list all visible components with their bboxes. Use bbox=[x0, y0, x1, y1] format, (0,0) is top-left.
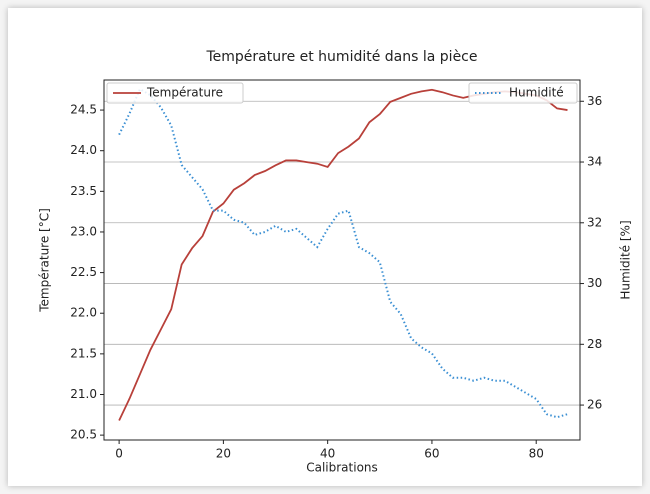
y2-tick-label: 34 bbox=[587, 155, 602, 169]
x-tick-label: 0 bbox=[115, 447, 123, 461]
y-tick-label: 24.5 bbox=[70, 103, 97, 117]
y-tick-label: 23.5 bbox=[70, 184, 97, 198]
y-tick-label: 21.5 bbox=[70, 346, 97, 360]
legend-box bbox=[106, 82, 244, 104]
y-tick-label: 24.0 bbox=[70, 143, 97, 157]
y-axis-label: Température [°C] bbox=[38, 208, 52, 313]
y-tick-label: 20.5 bbox=[70, 428, 97, 442]
x-tick-label: 80 bbox=[529, 447, 544, 461]
x-tick-label: 40 bbox=[320, 447, 335, 461]
chart-title: Température et humidité dans la pièce bbox=[206, 49, 478, 65]
x-tick-label: 60 bbox=[424, 447, 439, 461]
x-tick-label: 20 bbox=[216, 447, 231, 461]
y-tick-label: 21.0 bbox=[70, 387, 97, 401]
y-tick-label: 23.0 bbox=[70, 224, 97, 238]
legend-label: Humidité bbox=[509, 86, 564, 100]
y2-tick-label: 28 bbox=[587, 337, 602, 351]
series-line bbox=[118, 87, 568, 419]
plot-frame bbox=[103, 79, 581, 441]
y2-axis-label: Humidité [%] bbox=[619, 220, 633, 299]
y2-tick-label: 26 bbox=[587, 398, 602, 412]
y2-tick-label: 30 bbox=[587, 276, 602, 290]
x-axis-label: Calibrations bbox=[306, 461, 378, 475]
legend-label: Température bbox=[146, 86, 223, 100]
y-tick-label: 22.0 bbox=[70, 306, 97, 320]
series-line bbox=[118, 88, 568, 421]
legend-box bbox=[468, 82, 578, 104]
y2-tick-label: 36 bbox=[587, 94, 602, 108]
y-tick-label: 22.5 bbox=[70, 265, 97, 279]
y2-tick-label: 32 bbox=[587, 215, 602, 229]
